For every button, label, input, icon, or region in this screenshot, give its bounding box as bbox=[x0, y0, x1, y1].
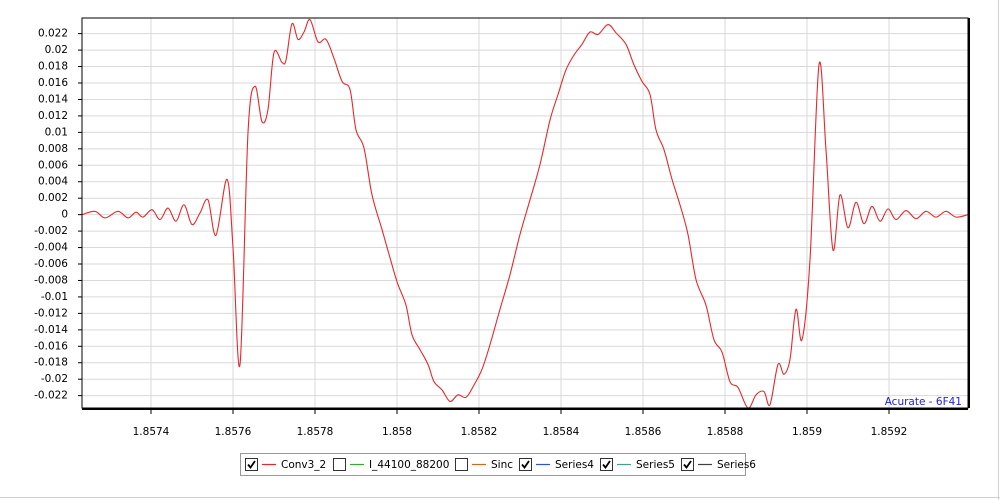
y-tick-label: -0.02 bbox=[41, 373, 68, 385]
y-tick-label: 0.014 bbox=[38, 93, 68, 105]
y-tick-label: 0.02 bbox=[45, 44, 68, 56]
y-tick-label: -0.002 bbox=[34, 225, 68, 237]
plot-area bbox=[81, 19, 969, 409]
legend-item[interactable]: Sinc bbox=[455, 458, 514, 472]
y-tick-label: 0.018 bbox=[38, 61, 68, 73]
legend-item[interactable]: Series6 bbox=[681, 458, 757, 472]
y-tick-label: 0.01 bbox=[45, 126, 68, 138]
x-tick-label: 1.8574 bbox=[133, 426, 170, 438]
y-tick-label: -0.022 bbox=[34, 390, 68, 402]
y-tick-label: -0.008 bbox=[34, 274, 68, 286]
legend-label: Series5 bbox=[636, 459, 675, 471]
y-tick-label: 0.004 bbox=[38, 176, 68, 188]
checkmark bbox=[602, 460, 611, 469]
y-tick-label: 0.016 bbox=[38, 77, 68, 89]
legend-checkbox[interactable] bbox=[455, 458, 468, 471]
x-tick-label: 1.859 bbox=[792, 426, 822, 438]
y-tick-label: -0.006 bbox=[34, 258, 68, 270]
checkmark bbox=[247, 460, 256, 469]
legend-label: I_44100_88200 bbox=[369, 459, 449, 471]
y-tick-label: 0.002 bbox=[38, 192, 68, 204]
x-tick-label: 1.8584 bbox=[543, 426, 580, 438]
legend-item[interactable]: Series5 bbox=[600, 458, 675, 472]
legend-label: Sinc bbox=[491, 459, 513, 471]
annotation: Acurate - 6F41 bbox=[885, 396, 962, 408]
grid bbox=[82, 18, 968, 408]
y-tick-label: 0 bbox=[61, 209, 68, 221]
y-tick-label: -0.01 bbox=[41, 291, 68, 303]
y-tick-label: -0.014 bbox=[34, 324, 68, 336]
x-tick-label: 1.8576 bbox=[215, 426, 252, 438]
data-line bbox=[81, 19, 969, 409]
legend-item[interactable]: Series4 bbox=[519, 458, 595, 472]
x-tick-label: 1.8578 bbox=[297, 426, 334, 438]
x-tick-label: 1.8592 bbox=[871, 426, 908, 438]
legend: Conv3_2 I_44100_88200 Sinc Series4 Series5 Se… bbox=[245, 458, 757, 472]
y-tick-label: 0.012 bbox=[38, 110, 68, 122]
checkmark bbox=[683, 460, 692, 469]
legend-box bbox=[240, 453, 746, 476]
axes: -0.022 -0.02 -0.018 -0.016 -0.014 -0.012 -0.01… bbox=[34, 17, 970, 438]
y-tick-label: 0.022 bbox=[38, 28, 68, 40]
x-tick-label: 1.8586 bbox=[625, 426, 662, 438]
legend-item[interactable]: I_44100_88200 bbox=[333, 458, 450, 472]
legend-label: Conv3_2 bbox=[281, 459, 326, 471]
y-tick-label: -0.018 bbox=[34, 357, 68, 369]
legend-item[interactable]: Conv3_2 bbox=[245, 458, 327, 472]
x-tick-label: 1.8588 bbox=[707, 426, 744, 438]
y-tick-label: -0.004 bbox=[34, 242, 68, 254]
legend-label: Series6 bbox=[717, 459, 756, 471]
y-tick-label: 0.006 bbox=[38, 159, 68, 171]
x-tick-label: 1.858 bbox=[382, 426, 412, 438]
legend-checkbox[interactable] bbox=[333, 458, 346, 471]
x-tick-label: 1.8582 bbox=[461, 426, 498, 438]
checkmark bbox=[521, 460, 530, 469]
y-tick-label: -0.012 bbox=[34, 307, 68, 319]
y-tick-label: -0.016 bbox=[34, 340, 68, 352]
y-tick-label: 0.008 bbox=[38, 143, 68, 155]
legend-label: Series4 bbox=[555, 459, 594, 471]
